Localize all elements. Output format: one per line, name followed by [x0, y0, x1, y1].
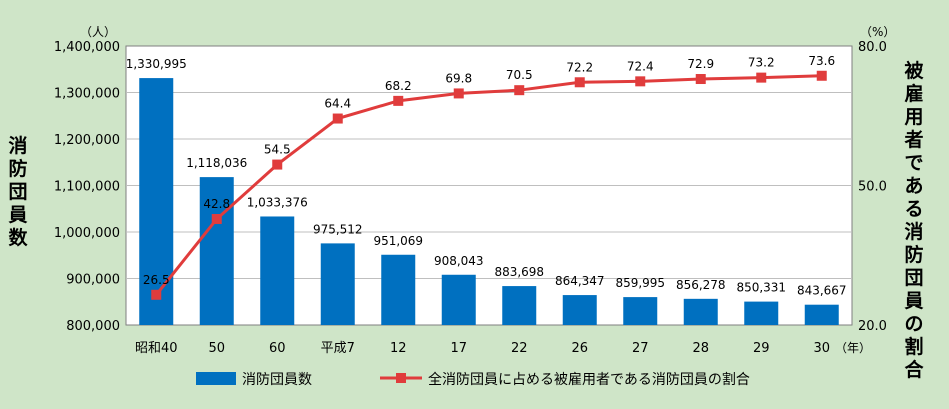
bar-value-label: 859,995 [615, 276, 665, 290]
bar [441, 274, 476, 325]
line-value-labels: 26.5 42.8 54.5 64.4 68.2 69.8 70.5 72.2 72.4 72.9… [143, 54, 835, 287]
right-axis-unit: （%） [860, 25, 895, 39]
line-value-label: 73.2 [748, 56, 775, 70]
left-tick-label: 1,100,000 [54, 180, 120, 195]
line-value-label: 72.4 [627, 59, 654, 73]
left-axis-unit: （人） [80, 25, 116, 39]
x-tick-label: 平成7 [321, 341, 355, 356]
line-marker [211, 213, 222, 224]
bar-value-label: 864,347 [555, 274, 605, 288]
line-path [155, 74, 822, 296]
bar [502, 286, 537, 325]
left-tick-label: 1,400,000 [54, 40, 120, 55]
right-axis-label: 被雇用者である消防団員の割合 [904, 60, 924, 381]
x-tick-label: 22 [511, 341, 528, 356]
bar [804, 304, 839, 325]
line-marker [514, 85, 525, 96]
line-value-label: 42.8 [203, 197, 230, 211]
line-value-label: 72.9 [687, 57, 714, 71]
line-value-label: 64.4 [324, 97, 351, 111]
x-tick-label: 27 [632, 341, 649, 356]
legend-line-marker [396, 373, 406, 383]
line-value-label: 72.2 [566, 60, 593, 74]
legend: 消防団員数 全消防団員に占める被雇用者である消防団員の割合 [196, 371, 750, 388]
line-marker [151, 289, 162, 300]
line-value-label: 68.2 [385, 79, 412, 93]
bar-value-label: 951,069 [373, 234, 423, 248]
bar [199, 177, 234, 325]
line-marker [635, 76, 646, 87]
x-axis-unit: （年） [835, 341, 871, 355]
x-tick-label: 12 [390, 341, 407, 356]
legend-bar-swatch [196, 372, 236, 385]
right-tick-label: 20.0 [858, 319, 887, 334]
bar-value-label: 1,118,036 [186, 156, 247, 170]
x-axis-ticks: 昭和40 50 60 平成7 12 17 22 26 27 28 29 30 [135, 341, 830, 356]
line-marker [453, 88, 464, 99]
legend-line-label: 全消防団員に占める被雇用者である消防団員の割合 [428, 371, 750, 388]
line-value-label: 26.5 [143, 273, 170, 287]
left-tick-label: 1,300,000 [54, 87, 120, 102]
bar-value-label: 856,278 [676, 278, 726, 292]
bar-value-label: 908,043 [434, 254, 484, 268]
right-tick-label: 80.0 [858, 40, 887, 55]
bar [562, 295, 597, 325]
bar-value-labels: 1,330,995 1,118,036 1,033,376 975,512 951,06… [126, 57, 847, 298]
bar [139, 78, 174, 325]
bar-value-label: 843,667 [797, 284, 847, 298]
x-tick-label: 50 [208, 341, 225, 356]
x-tick-label: 26 [571, 341, 588, 356]
x-tick-label: 30 [813, 341, 830, 356]
line-marker [695, 74, 706, 85]
x-tick-label: 昭和40 [135, 341, 178, 356]
line-value-label: 73.6 [808, 54, 835, 68]
bar-value-label: 975,512 [313, 222, 363, 236]
line-marker [574, 77, 585, 88]
bar [320, 243, 355, 325]
bar-value-label: 1,033,376 [247, 195, 308, 209]
bar [381, 254, 416, 325]
left-tick-label: 800,000 [66, 319, 120, 334]
line-marker [756, 72, 767, 83]
right-tick-label: 50.0 [858, 180, 887, 195]
left-tick-label: 1,200,000 [54, 133, 120, 148]
left-axis-label: 消防団員数 [8, 135, 28, 249]
x-tick-label: 29 [753, 341, 770, 356]
line-value-label: 70.5 [506, 68, 533, 82]
left-tick-label: 900,000 [66, 273, 120, 288]
bar-value-label: 1,330,995 [126, 57, 187, 71]
line-marker [816, 70, 827, 81]
bar [683, 298, 718, 325]
bar [260, 216, 295, 325]
left-axis-ticks: 800,000 900,000 1,000,000 1,100,000 1,200,00… [54, 40, 120, 334]
line-marker [393, 95, 404, 106]
line-value-label: 69.8 [445, 71, 472, 85]
line-value-label: 54.5 [264, 143, 291, 157]
x-tick-label: 28 [692, 341, 709, 356]
x-tick-label: 60 [269, 341, 286, 356]
right-axis-ticks: 20.0 50.0 80.0 [858, 40, 887, 334]
bar-value-label: 883,698 [494, 265, 544, 279]
legend-bar-label: 消防団員数 [242, 372, 312, 388]
line-marker [272, 159, 283, 170]
left-tick-label: 1,000,000 [54, 226, 120, 241]
x-tick-label: 17 [450, 341, 467, 356]
line-marker [332, 113, 343, 124]
bar [744, 301, 779, 325]
bars [139, 78, 839, 325]
bar-value-label: 850,331 [736, 281, 786, 295]
bar [623, 297, 658, 325]
line-series [151, 70, 827, 300]
